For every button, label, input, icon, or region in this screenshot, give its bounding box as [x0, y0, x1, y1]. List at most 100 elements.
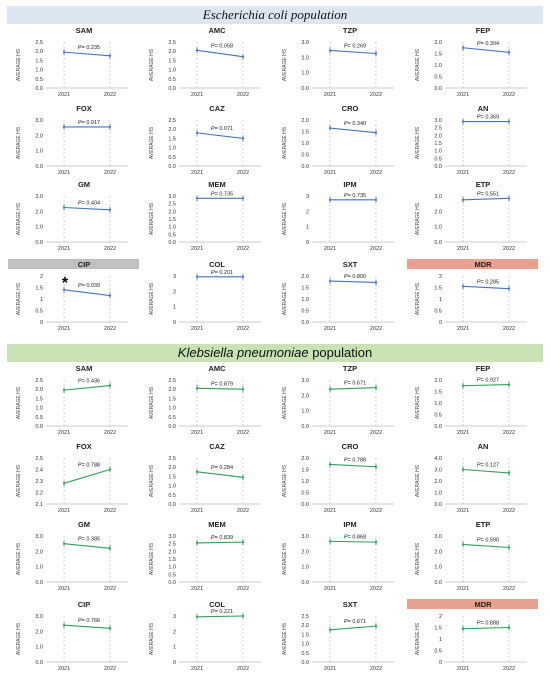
ecoli-gm-ytick-label: 2.0 — [35, 209, 43, 215]
ecoli-col-xtick-label: 2021 — [191, 326, 203, 332]
ecoli-cip-data-point — [108, 294, 112, 297]
ecoli-sam-p-value: P= 0.235 — [78, 45, 100, 51]
ecoli-gm-xtick-label: 2022 — [104, 246, 116, 252]
ecoli-etp-series-line — [463, 197, 509, 201]
ecoli-cro-xtick-label: 2021 — [324, 170, 336, 176]
kleb-sam-ytick-label: 2.5 — [35, 378, 43, 384]
kleb-mdr-series-line — [463, 626, 509, 630]
ecoli-gm-ytick-label: 3.0 — [35, 194, 43, 200]
ecoli-an-chart-title: AN — [478, 104, 489, 113]
ecoli-tzp-ytick-label: 2.0 — [301, 55, 309, 61]
ecoli-cip-series-line — [63, 289, 111, 297]
kleb-col-p-value: P= 0.221 — [211, 609, 233, 615]
kleb-ipm-ytick-label: 1.0 — [301, 565, 309, 571]
ecoli-fox-chart-title: FOX — [76, 104, 91, 113]
ecoli-an-data-point — [507, 120, 511, 123]
ecoli-fep-data-point — [507, 51, 511, 54]
kleb-tzp-ylabel: AVERAGE HS — [282, 386, 288, 419]
kleb-sam-chart-title: SAM — [76, 364, 93, 373]
ecoli-sam-chart-title: SAM — [76, 26, 93, 35]
kleb-tzp-ytick-label: 1.0 — [301, 409, 309, 415]
kleb-sxt-ytick-label: 1.5 — [301, 632, 309, 638]
kleb-gm-xtick-label: 2021 — [58, 586, 70, 592]
ecoli-gm-ytick-label: 0.0 — [35, 240, 43, 246]
ecoli-an-ytick-label: 1.5 — [434, 141, 442, 147]
ecoli-sxt-p-value: P= 0.800 — [344, 274, 366, 280]
kleb-tzp-series-line — [330, 387, 376, 390]
ecoli-gm-ylabel: AVERAGE HS — [16, 202, 22, 235]
kleb-cro-p-value: P= 0.788 — [344, 457, 366, 463]
ecoli-caz-data-point — [241, 137, 245, 140]
ecoli-sam-ylabel: AVERAGE HS — [16, 48, 22, 81]
ecoli-sam-series-line — [63, 51, 111, 57]
kleb-section-title-species: Klebsiella pneumoniae — [177, 345, 309, 360]
kleb-mdr-data-point — [507, 626, 511, 629]
kleb-col-ytick-label: 2 — [173, 629, 176, 635]
kleb-mem-ytick-label: 0.5 — [168, 572, 176, 578]
ecoli-col-ytick-label: 2 — [173, 289, 176, 295]
kleb-caz-ytick-label: 2.5 — [168, 456, 176, 462]
ecoli-an-p-value: P= 0.369 — [477, 115, 499, 121]
ecoli-sam-ytick-label: 1.0 — [35, 68, 43, 74]
kleb-fep-chart-title: FEP — [476, 364, 491, 373]
kleb-caz-p-value: P= 0.284 — [211, 465, 233, 471]
ecoli-ipm-ylabel: AVERAGE HS — [282, 202, 288, 235]
kleb-sxt-xtick-label: 2022 — [370, 666, 382, 672]
kleb-mdr-ytick-label: 1.5 — [434, 626, 442, 632]
kleb-fep-data-point — [507, 383, 511, 386]
ecoli-cip-ytick-label: 1 — [40, 297, 43, 303]
ecoli-cro-ytick-label: 0.5 — [301, 153, 309, 159]
ecoli-etp-xtick-label: 2022 — [503, 246, 515, 252]
kleb-gm-ylabel: AVERAGE HS — [16, 542, 22, 575]
kleb-mem-chart-title: MEM — [208, 520, 226, 529]
ecoli-cip-xtick-label: 2021 — [58, 326, 70, 332]
kleb-cro-chart-title: CRO — [342, 442, 359, 451]
kleb-col-ylabel: AVERAGE HS — [149, 622, 155, 655]
kleb-caz-xtick-label: 2022 — [237, 508, 249, 514]
ecoli-etp-data-point — [461, 198, 465, 201]
kleb-caz-series-line — [196, 471, 244, 478]
kleb-tzp-data-point — [328, 388, 332, 391]
ecoli-col-chart-title: COL — [209, 260, 225, 269]
kleb-ipm-ytick-label: 2.0 — [301, 549, 309, 555]
kleb-col-data-point — [241, 614, 245, 618]
kleb-fep-ytick-label: 0.5 — [434, 413, 442, 419]
kleb-ipm-p-value: P= 0.868 — [344, 534, 366, 540]
kleb-gm-ytick-label: 3.0 — [35, 534, 43, 540]
kleb-etp-xtick-label: 2021 — [457, 586, 469, 592]
ecoli-sxt-ytick-label: 2.0 — [301, 274, 309, 280]
kleb-ipm-ytick-label: 3.0 — [301, 534, 309, 540]
kleb-sxt-ytick-label: 0.5 — [301, 651, 309, 657]
ecoli-amc-p-value: P= 0.058 — [211, 43, 233, 49]
ecoli-amc-ylabel: AVERAGE HS — [149, 48, 155, 81]
kleb-mem-ytick-label: 1.5 — [168, 557, 176, 563]
ecoli-amc-ytick-label: 1.5 — [168, 58, 176, 64]
ecoli-cip-ytick-label: 1.5 — [35, 286, 43, 292]
ecoli-cro-data-point — [374, 131, 378, 134]
ecoli-an-ytick-label: 3.0 — [434, 118, 442, 124]
kleb-sam-ytick-label: 0.5 — [35, 415, 43, 421]
kleb-mdr-ytick-label: 0.5 — [434, 649, 442, 655]
kleb-mdr-ytick-label: 2 — [439, 614, 442, 620]
kleb-fox-ytick-label: 2.4 — [35, 468, 43, 474]
kleb-amc-ytick-label: 1.5 — [168, 396, 176, 402]
kleb-sxt-xtick-label: 2021 — [324, 666, 336, 672]
ecoli-fep-p-value: P= 0.304 — [477, 41, 499, 47]
ecoli-gm-p-value: P= 0.404 — [78, 201, 100, 207]
ecoli-ipm-p-value: P= 0.735 — [344, 193, 366, 199]
kleb-sam-ytick-label: 2.0 — [35, 387, 43, 393]
kleb-ipm-xtick-label: 2021 — [324, 586, 336, 592]
ecoli-cip-p-value: P= 0.039 — [78, 283, 100, 289]
ecoli-ipm-data-point — [374, 198, 378, 201]
ecoli-col-p-value: P= 0.201 — [211, 270, 233, 276]
kleb-sxt-chart-title: SXT — [343, 600, 358, 609]
kleb-ipm-data-point — [374, 541, 378, 544]
kleb-ipm-xtick-label: 2022 — [370, 586, 382, 592]
ecoli-fox-ytick-label: 1.0 — [35, 149, 43, 155]
kleb-fep-ytick-label: 0.0 — [434, 424, 442, 430]
ecoli-caz-ytick-label: 0.0 — [168, 164, 176, 170]
kleb-an-xtick-label: 2022 — [503, 508, 515, 514]
kleb-cro-ytick-label: 0.5 — [301, 491, 309, 497]
ecoli-tzp-ytick-label: 3.0 — [301, 40, 309, 46]
kleb-amc-data-point — [241, 388, 245, 391]
